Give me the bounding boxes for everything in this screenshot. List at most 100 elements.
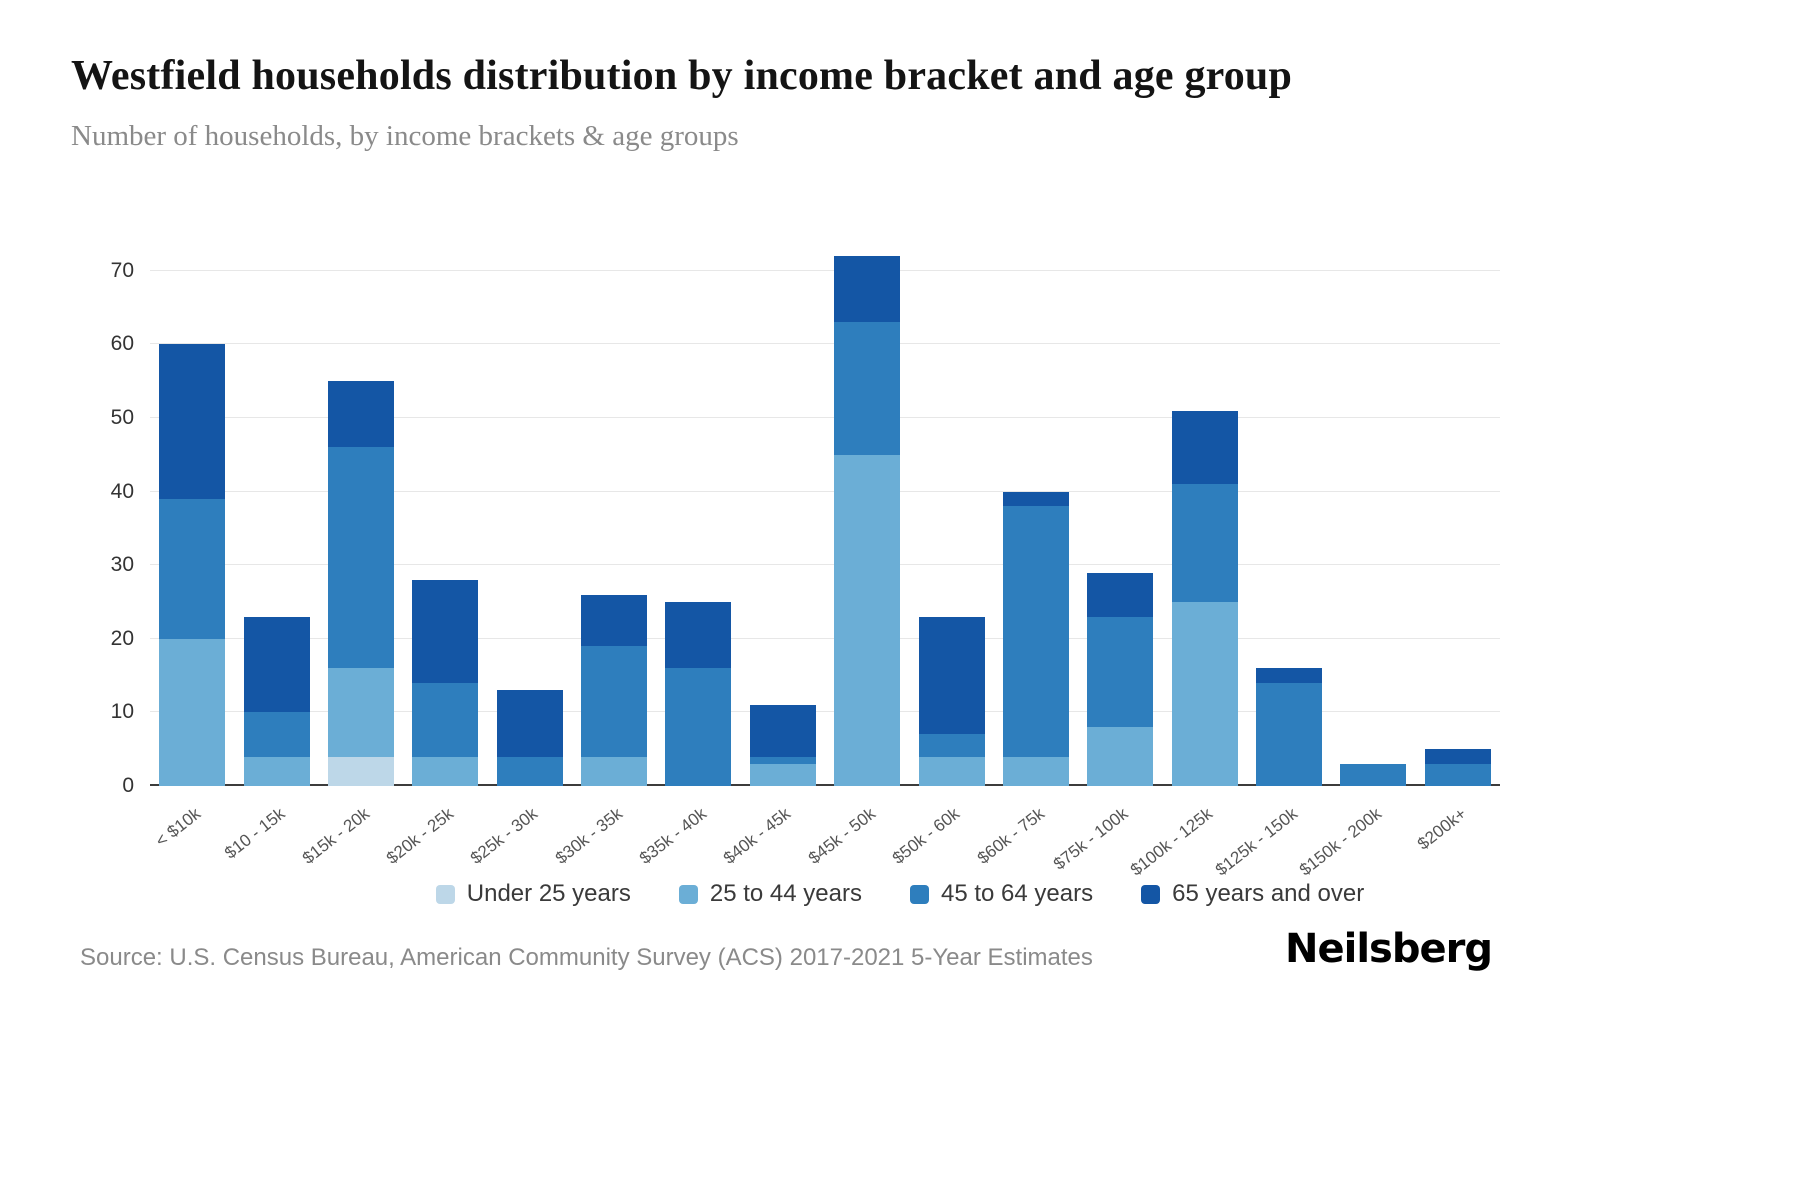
x-axis-tick-label: $125k - 150k xyxy=(1211,804,1301,880)
bar-segment xyxy=(1340,763,1407,786)
bar-segment xyxy=(1087,572,1154,617)
bar-segment xyxy=(1002,506,1069,757)
brand-logo: Neilsberg xyxy=(1285,926,1493,972)
source-text: Source: U.S. Census Bureau, American Com… xyxy=(80,944,1093,971)
bar-segment xyxy=(1424,763,1491,786)
y-axis-tick-label: 50 xyxy=(110,405,134,429)
bar-segment xyxy=(1171,601,1238,786)
bar-segment xyxy=(581,594,648,647)
bar-segment xyxy=(496,690,563,757)
x-axis-tick-label: $150k - 200k xyxy=(1295,804,1386,880)
gridline xyxy=(150,564,1500,566)
legend-item[interactable]: Under 25 years xyxy=(435,880,631,908)
x-axis-tick-label: < $10k xyxy=(151,804,204,851)
bar-segment xyxy=(665,668,732,786)
plot-area: 0 10 20 30 40 50 60 70 xyxy=(111,256,1500,797)
legend-swatch xyxy=(678,884,698,904)
bar xyxy=(834,256,901,786)
bar-segment xyxy=(1087,616,1154,728)
bar xyxy=(918,616,985,786)
x-axis-tick-label: $30k - 35k xyxy=(551,804,626,868)
legend-label: 65 years and over xyxy=(1172,880,1365,907)
gridline xyxy=(150,490,1500,492)
bar-segment xyxy=(327,447,394,669)
legend-label: Under 25 years xyxy=(466,880,631,907)
bar xyxy=(412,579,479,786)
y-axis-tick-label: 10 xyxy=(110,700,134,724)
bar xyxy=(496,690,563,786)
bar-segment xyxy=(665,601,732,669)
bar-segment xyxy=(243,616,310,713)
bar-segment xyxy=(834,454,901,786)
bar-segment xyxy=(327,381,394,448)
legend-item[interactable]: 65 years and over xyxy=(1141,880,1364,908)
legend: Under 25 years 25 to 44 years 45 to 64 yea… xyxy=(0,880,1800,908)
bar xyxy=(1424,749,1491,786)
y-axis-tick-label: 0 xyxy=(122,774,134,797)
bar-segment xyxy=(749,756,816,764)
bar-segment xyxy=(327,756,394,786)
x-axis-tick-label: $20k - 25k xyxy=(382,804,458,868)
x-axis-tick-label: $60k - 75k xyxy=(973,804,1048,868)
gridline xyxy=(150,343,1500,345)
x-axis-tick-label: $200k+ xyxy=(1413,804,1470,854)
bar-segment xyxy=(327,668,394,757)
x-axis-line xyxy=(150,784,1500,786)
bar-segment xyxy=(834,256,901,323)
bar-segment xyxy=(1087,727,1154,786)
chart-subtitle: Number of households, by income brackets… xyxy=(71,120,739,152)
bar-segment xyxy=(159,498,226,639)
bar-segment xyxy=(581,646,648,757)
legend-swatch xyxy=(435,884,455,904)
bar-segment xyxy=(412,579,479,683)
legend-item[interactable]: 45 to 64 years xyxy=(909,880,1094,908)
bar xyxy=(1171,410,1238,786)
bar xyxy=(159,344,226,786)
x-axis-tick-label: $10 - 15k xyxy=(220,804,289,863)
y-axis-tick-label: 60 xyxy=(110,332,134,356)
bar xyxy=(1340,763,1407,786)
gridline xyxy=(150,269,1500,271)
legend-label: 25 to 44 years xyxy=(709,880,862,907)
legend-item[interactable]: 25 to 44 years xyxy=(678,880,862,908)
y-axis-tick-label: 40 xyxy=(110,479,134,503)
bar-segment xyxy=(412,756,479,786)
legend-label: 45 to 64 years xyxy=(940,880,1094,907)
legend-swatch xyxy=(909,884,929,904)
bar-segment xyxy=(918,616,985,735)
bar-segment xyxy=(749,705,816,757)
x-axis-tick-label: $15k - 20k xyxy=(298,804,373,868)
gridline xyxy=(150,416,1500,418)
bar-segment xyxy=(834,322,901,455)
gridline xyxy=(150,637,1500,639)
x-axis-tick-label: $100k - 125k xyxy=(1127,804,1217,880)
bar-segment xyxy=(1171,410,1238,485)
bar-segment xyxy=(243,712,310,757)
gridline xyxy=(150,711,1500,713)
y-axis-tick-label: 30 xyxy=(110,553,134,577)
x-axis-labels: < $10k $10 - 15k $15k - 20k $20k - 25k $25k … xyxy=(150,792,1500,892)
bar-segment xyxy=(159,344,226,499)
y-axis-tick-label: 20 xyxy=(110,626,134,650)
bar xyxy=(327,381,394,786)
bar xyxy=(749,705,816,786)
x-axis-tick-label: $40k - 45k xyxy=(720,804,795,868)
x-axis-tick-label: $25k - 30k xyxy=(467,804,542,868)
bar-segment xyxy=(749,763,816,786)
bar-segment xyxy=(1171,484,1238,602)
bar xyxy=(581,594,648,786)
chart-title: Westfield households distribution by inc… xyxy=(71,53,1293,99)
bar-segment xyxy=(918,734,985,757)
bar xyxy=(1087,572,1154,786)
bar-segment xyxy=(918,756,985,786)
x-axis-tick-label: $75k - 100k xyxy=(1050,804,1133,874)
y-axis-tick-label: 70 xyxy=(110,258,134,282)
bar-segment xyxy=(1424,749,1491,764)
bar xyxy=(1256,668,1323,786)
bar-segment xyxy=(1002,491,1069,507)
bar-segment xyxy=(581,756,648,786)
bar-segment xyxy=(243,756,310,786)
bar-segment xyxy=(1002,756,1069,786)
bar-segment xyxy=(1256,682,1323,786)
